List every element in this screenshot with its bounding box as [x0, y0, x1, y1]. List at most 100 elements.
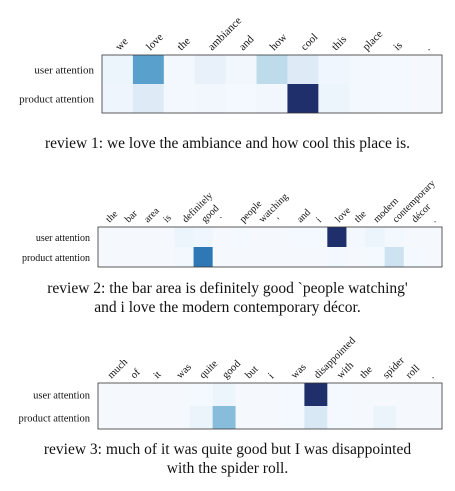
- token-label: quite: [198, 358, 221, 381]
- heatmap-cell: [308, 247, 328, 267]
- heatmap-cell: [327, 247, 347, 267]
- heatmap-cell: [327, 383, 351, 406]
- heatmap-cell: [308, 227, 328, 247]
- heatmap-cell: [365, 247, 385, 267]
- heatmap-cell: [136, 227, 156, 247]
- row-label: user attention: [36, 233, 90, 244]
- heatmap-cell: [411, 84, 443, 113]
- heatmap-cell: [117, 227, 137, 247]
- token-label: and: [295, 207, 313, 225]
- heatmap-cell: [396, 383, 420, 406]
- heatmap-cell: [194, 55, 226, 84]
- heatmap-cell: [143, 406, 168, 429]
- token-label: `: [219, 215, 229, 225]
- caption-line: review 1: we love the ambiance and how c…: [45, 135, 410, 152]
- heatmap-cell: [235, 406, 259, 429]
- token-label: love: [144, 31, 166, 53]
- heatmap-cell: [256, 55, 288, 84]
- token-label: was: [289, 362, 308, 381]
- row-label: product attention: [22, 253, 90, 264]
- heatmap-cell: [373, 383, 397, 406]
- heatmap-cell: [98, 406, 122, 429]
- heatmap-cell: [411, 55, 443, 84]
- heatmap-cell: [373, 406, 397, 429]
- row-label: product attention: [19, 414, 91, 425]
- caption-line: review 3: much of it was quite good but …: [43, 441, 412, 458]
- heatmap-cell: [304, 406, 328, 429]
- heatmap-cell: [174, 247, 194, 267]
- token-label: but: [243, 364, 260, 381]
- heatmap-frame: [97, 382, 443, 430]
- heatmap-cell: [102, 55, 134, 84]
- heatmap-cell: [403, 227, 424, 247]
- token-label: spider: [381, 355, 407, 381]
- token-label: .: [429, 216, 439, 226]
- heatmap-cell: [235, 383, 259, 406]
- token-label: the: [104, 208, 121, 225]
- token-label: how: [268, 31, 290, 53]
- heatmap-cell: [212, 247, 233, 267]
- heatmap-cell: [225, 84, 257, 113]
- token-label: ': [276, 216, 285, 225]
- token-label: i: [314, 215, 324, 225]
- heatmap-cell: [380, 55, 412, 84]
- heatmap-cell: [270, 227, 290, 247]
- heatmap-cell: [350, 406, 374, 429]
- heatmap-cell: [98, 247, 118, 267]
- heatmap-cell: [102, 84, 134, 113]
- heatmap-cell: [189, 383, 213, 406]
- heatmap-cell: [281, 383, 305, 406]
- heatmap-cell: [281, 406, 305, 429]
- heatmap-cell: [380, 84, 412, 113]
- token-label: is: [161, 213, 174, 226]
- token-label: the: [358, 364, 375, 381]
- heatmap-cell: [318, 84, 350, 113]
- heatmap-cell: [194, 84, 226, 113]
- token-label: bar: [123, 208, 140, 225]
- caption-review-1: review 1: we love the ambiance and how c…: [0, 134, 455, 153]
- heatmap-cell: [212, 406, 236, 429]
- heatmap-cell: [384, 247, 405, 267]
- caption-review-2: review 2: the bar area is definitely goo…: [0, 279, 455, 317]
- heatmap-cell: [350, 383, 374, 406]
- heatmap-cell: [327, 227, 347, 247]
- heatmap-cell: [166, 406, 191, 429]
- heatmap-cell: [419, 406, 443, 429]
- heatmap-frame: [101, 54, 443, 114]
- caption-line: review 2: the bar area is definitely goo…: [47, 280, 408, 297]
- heatmap-cell: [419, 383, 443, 406]
- heatmap-cell: [346, 247, 366, 267]
- token-label: good: [220, 358, 243, 381]
- token-label: the: [175, 35, 193, 53]
- heatmap-cell: [258, 406, 282, 429]
- token-label: .: [422, 43, 433, 54]
- heatmap-cell: [212, 383, 236, 406]
- heatmap-cell: [250, 247, 271, 267]
- heatmap-cell: [132, 84, 165, 113]
- caption-line: and i love the modern contemporary décor…: [94, 299, 361, 316]
- heatmap-cell: [318, 55, 350, 84]
- token-label: love: [333, 205, 353, 225]
- heatmap-cell: [349, 55, 381, 84]
- heatmap-cell: [193, 247, 213, 267]
- heatmap-1: user attention product attention we love the…: [19, 15, 443, 114]
- heatmap-cell: [193, 227, 213, 247]
- heatmap-2: user attention product attention the bar are…: [22, 178, 443, 268]
- heatmap-cell: [212, 227, 233, 247]
- heatmap-cell: [98, 227, 118, 247]
- heatmap-cell: [225, 55, 257, 84]
- token-label: we: [113, 35, 131, 53]
- heatmap-cell: [396, 406, 420, 429]
- heatmap-cell: [384, 227, 405, 247]
- heatmap-cell: [289, 227, 309, 247]
- heatmap-cell: [163, 84, 196, 113]
- heatmap-cell: [250, 227, 271, 247]
- heatmap-cell: [304, 383, 328, 406]
- token-label: area: [142, 205, 162, 225]
- heatmap-cell: [258, 383, 282, 406]
- token-label: and: [237, 33, 257, 53]
- heatmap-cell: [365, 227, 385, 247]
- token-label: .: [427, 371, 437, 381]
